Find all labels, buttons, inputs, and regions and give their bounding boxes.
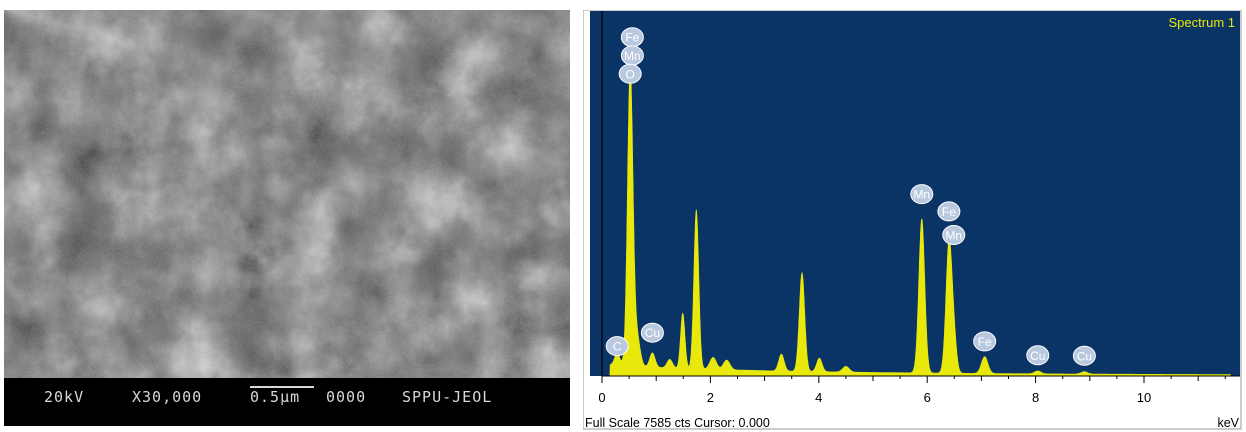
sem-voltage: 20kV <box>44 388 85 406</box>
element-label-text: C <box>613 340 622 354</box>
element-label-text: Fe <box>942 205 956 219</box>
element-label-c: C <box>605 336 629 357</box>
sem-scale-bar <box>250 386 314 388</box>
eds-status-line: Full Scale 7585 cts Cursor: 0.000 <box>585 416 770 430</box>
spectrum-title: Spectrum 1 <box>1169 15 1235 30</box>
element-label-cu: Cu <box>640 322 664 343</box>
element-label-text: Mn <box>624 49 641 63</box>
element-label-cu: Cu <box>1072 345 1096 366</box>
sem-instrument: SPPU-JEOL <box>402 388 493 406</box>
element-label-fe: Fe <box>973 331 997 352</box>
element-label-text: Fe <box>978 335 992 349</box>
sem-magnification: X30,000 <box>132 388 203 406</box>
x-tick-label: 8 <box>1032 390 1039 405</box>
spectrum-trace <box>602 64 1231 377</box>
eds-spectrum-panel: 0 2 4 6 8 10 Fe Mn O C Cu Mn Fe Mn Fe Cu Cu Spectrum 1 … <box>583 10 1243 430</box>
element-label-cu: Cu <box>1026 345 1050 366</box>
element-label-mn: Mn <box>942 225 966 246</box>
element-label-text: Mn <box>945 229 962 243</box>
sem-micrograph-image <box>4 10 570 378</box>
element-label-text: Mn <box>913 188 930 202</box>
element-label-text: Cu <box>1077 349 1092 363</box>
x-tick-label: 6 <box>924 390 931 405</box>
element-label-mn: Mn <box>910 184 934 205</box>
sem-scale-bar-label: 0.5µm <box>250 388 301 406</box>
x-axis-unit: keV <box>1217 416 1239 430</box>
sem-micrograph-panel: 20kV X30,000 0.5µm 0000 SPPU-JEOL <box>4 10 570 426</box>
element-label-text: Cu <box>1030 349 1045 363</box>
x-axis: 0 2 4 6 8 10 <box>598 375 1240 405</box>
sem-image-number: 0000 <box>326 388 367 406</box>
x-tick-label: 4 <box>815 390 822 405</box>
x-tick-label: 2 <box>707 390 714 405</box>
element-label-o: O <box>618 63 642 84</box>
element-label-text: Fe <box>625 31 639 45</box>
x-tick-label: 0 <box>598 390 605 405</box>
element-label-text: O <box>626 67 635 81</box>
element-label-text: Cu <box>645 326 660 340</box>
element-label-fe: Fe <box>620 27 644 48</box>
x-tick-label: 10 <box>1137 390 1151 405</box>
element-label-fe: Fe <box>937 201 961 222</box>
element-labels: Fe Mn O C Cu Mn Fe Mn Fe Cu Cu <box>605 27 1096 366</box>
sem-info-bar: 20kV X30,000 0.5µm 0000 SPPU-JEOL <box>4 378 570 426</box>
element-label-mn: Mn <box>620 45 644 66</box>
